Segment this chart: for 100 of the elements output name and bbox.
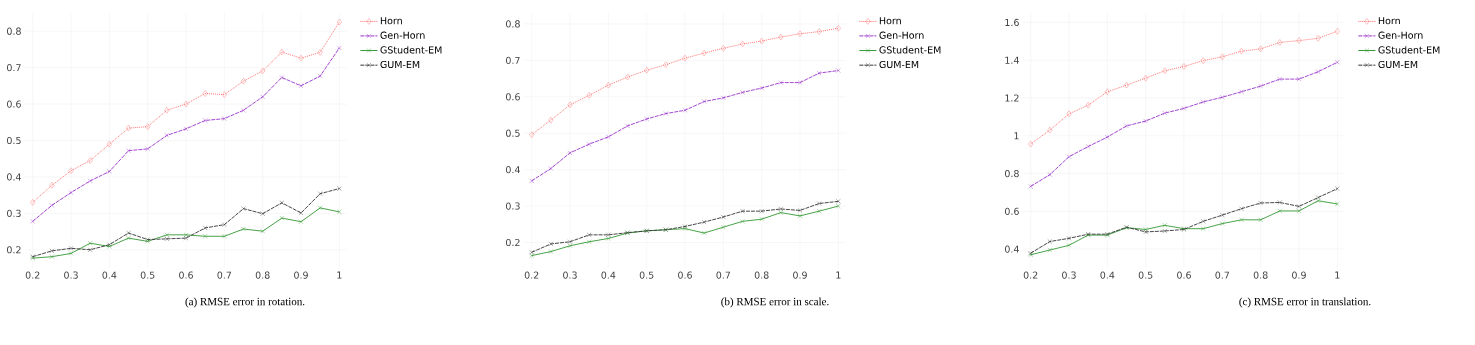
x-tick-label: 0.3: [1062, 271, 1076, 279]
point: [1239, 217, 1244, 223]
point: [241, 226, 246, 232]
point: [1028, 184, 1033, 189]
point: [778, 206, 784, 212]
point: [644, 66, 650, 74]
point: [836, 68, 841, 73]
x-tick-label: 0.9: [793, 271, 807, 279]
point: [317, 73, 323, 79]
point: [1162, 67, 1168, 74]
x-tick-label: 1: [337, 271, 342, 279]
point: [1258, 45, 1264, 53]
point: [721, 224, 726, 230]
point: [548, 116, 554, 124]
point: [1181, 63, 1187, 70]
point: [759, 37, 765, 45]
x-tick-label: 0.6: [179, 271, 193, 279]
y-tick-label: 1.6: [1005, 18, 1019, 27]
point: [682, 107, 688, 113]
x-tick-label: 0.2: [1023, 271, 1038, 279]
point: [586, 141, 592, 147]
point: [68, 190, 74, 195]
point: [279, 200, 285, 206]
point: [1085, 101, 1091, 109]
y-tick-label: 0.6: [7, 100, 21, 108]
point: [183, 126, 189, 132]
point: [740, 90, 745, 95]
y-tick-label: 1.4: [1005, 56, 1019, 64]
point: [1277, 39, 1283, 46]
point: [1047, 239, 1053, 244]
point: [701, 99, 707, 104]
point: [1105, 134, 1110, 140]
point: [222, 233, 227, 239]
point: [279, 215, 285, 221]
x-tick-label: 0.8: [754, 271, 769, 279]
point: [567, 239, 573, 245]
point: [87, 178, 93, 184]
y-tick-label: 0.5: [7, 136, 21, 145]
point: [49, 254, 55, 260]
point: [1200, 226, 1206, 232]
point: [183, 100, 189, 108]
x-tick-label: 0.7: [217, 271, 232, 279]
point: [1124, 123, 1129, 129]
legend-label: Horn: [879, 17, 901, 25]
point: [836, 199, 841, 204]
point: [835, 25, 841, 32]
point: [202, 233, 208, 239]
point: [1335, 59, 1340, 65]
point: [336, 18, 342, 26]
point: [1296, 204, 1302, 209]
y-tick-label: 0.8: [1004, 169, 1019, 178]
point: [1277, 76, 1283, 82]
point: [797, 30, 803, 37]
point: [1239, 89, 1244, 95]
point: [1066, 110, 1072, 118]
point: [1315, 35, 1321, 42]
y-tick-label: 0.6: [506, 93, 520, 101]
point: [567, 150, 573, 156]
point: [721, 214, 726, 220]
point: [260, 67, 266, 75]
point: [49, 203, 55, 208]
point: [1085, 144, 1091, 149]
x-tick-label: 0.4: [601, 271, 616, 279]
x-tick-label: 0.8: [1253, 271, 1268, 279]
point: [663, 61, 669, 68]
point: [1066, 154, 1072, 160]
point: [221, 91, 227, 98]
y-tick-label: 0.4: [1004, 245, 1019, 253]
point: [1047, 247, 1053, 253]
x-tick-label: 0.6: [1177, 271, 1191, 279]
point: [68, 245, 74, 251]
point: [298, 210, 304, 216]
legend-label: Horn: [1378, 17, 1400, 25]
point: [260, 94, 266, 100]
point: [529, 178, 534, 184]
point: [260, 211, 266, 217]
point: [759, 208, 764, 214]
text: (b) RMSE error in scale.: [721, 297, 829, 308]
point: [126, 235, 131, 241]
point: [797, 80, 803, 85]
point: [625, 123, 630, 129]
point: [260, 228, 266, 234]
point: [1181, 106, 1187, 111]
legend-label: Horn: [380, 17, 402, 25]
x-tick-label: 1: [1335, 271, 1340, 279]
point: [68, 167, 74, 174]
text: (c) RMSE error in translation.: [1239, 297, 1371, 308]
point: [797, 213, 803, 219]
point: [337, 209, 342, 215]
legend-label: GUM-EM: [1378, 60, 1418, 69]
point: [1200, 99, 1206, 105]
point: [548, 241, 554, 247]
y-tick-label: 0.6: [1004, 207, 1019, 215]
x-tick-label: 0.9: [294, 271, 308, 279]
point: [567, 243, 573, 249]
point: [1200, 57, 1206, 64]
point: [1258, 200, 1263, 206]
legend-label: Gen-Horn: [879, 31, 924, 39]
point: [1220, 212, 1225, 218]
point: [1066, 236, 1072, 241]
